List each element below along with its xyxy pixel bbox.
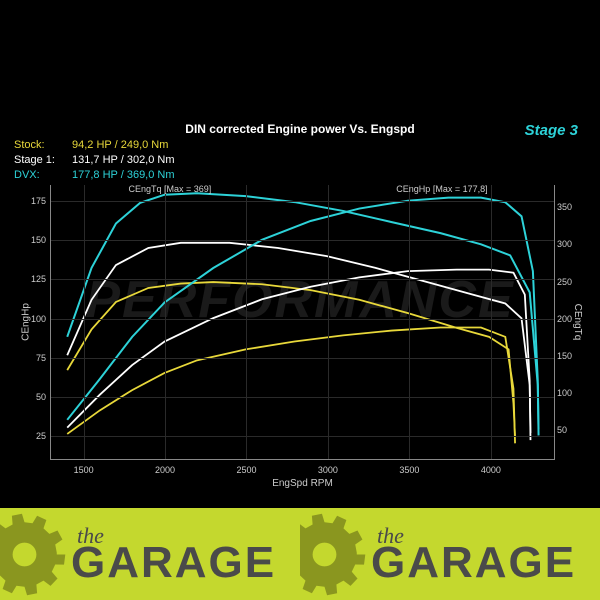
y-right-tick: 50	[557, 425, 582, 435]
y-right-tick: 200	[557, 314, 582, 324]
legend-row: Stock:94,2 HP / 249,0 Nm	[14, 138, 175, 153]
series-stage1_tq	[67, 243, 530, 433]
y-left-tick: 50	[21, 392, 46, 402]
stage-badge: Stage 3	[525, 122, 578, 139]
y-left-tick: 100	[21, 314, 46, 324]
gear-icon	[300, 512, 367, 597]
x-tick: 1500	[74, 465, 94, 475]
y-right-tick: 350	[557, 202, 582, 212]
y-left-tick: 175	[21, 196, 46, 206]
y-left-tick: 125	[21, 274, 46, 284]
y-right-tick: 100	[557, 388, 582, 398]
chart-lines	[51, 185, 554, 459]
series-dvx_hp	[67, 198, 538, 436]
series-stage1_hp	[67, 270, 530, 441]
legend: Stock:94,2 HP / 249,0 NmStage 1:131,7 HP…	[14, 138, 175, 183]
y-left-tick: 75	[21, 353, 46, 363]
x-tick: 4000	[481, 465, 501, 475]
chart-annotation: CEngTq [Max = 369]	[129, 184, 212, 194]
gear-icon	[0, 512, 67, 597]
banner-text-right: the GARAGE	[371, 527, 576, 581]
plot-area: CEngHp CEngTq EngSpd RPM 255075100125150…	[50, 185, 555, 460]
x-tick: 3500	[399, 465, 419, 475]
y-right-tick: 300	[557, 239, 582, 249]
series-stock_tq	[67, 282, 515, 437]
brand-banner: the GARAGE the GARAGE	[0, 508, 600, 600]
banner-right: the GARAGE	[300, 508, 600, 600]
x-tick: 2500	[236, 465, 256, 475]
x-tick: 3000	[318, 465, 338, 475]
y-left-tick: 25	[21, 431, 46, 441]
x-tick: 2000	[155, 465, 175, 475]
chart-annotation: CEngHp [Max = 177,8]	[396, 184, 487, 194]
x-axis-label: EngSpd RPM	[272, 478, 333, 489]
banner-left: the GARAGE	[0, 508, 300, 600]
legend-row: Stage 1:131,7 HP / 302,0 Nm	[14, 153, 175, 168]
banner-garage: GARAGE	[371, 545, 576, 581]
banner-garage: GARAGE	[71, 545, 276, 581]
legend-row: DVX:177,8 HP / 369,0 Nm	[14, 168, 175, 183]
y-right-tick: 250	[557, 277, 582, 287]
y-right-tick: 150	[557, 351, 582, 361]
series-dvx_tq	[67, 193, 538, 429]
series-stock_hp	[67, 327, 515, 443]
banner-text-left: the GARAGE	[71, 527, 276, 581]
chart-title: DIN corrected Engine power Vs. Engspd	[0, 122, 600, 136]
y-left-tick: 150	[21, 235, 46, 245]
